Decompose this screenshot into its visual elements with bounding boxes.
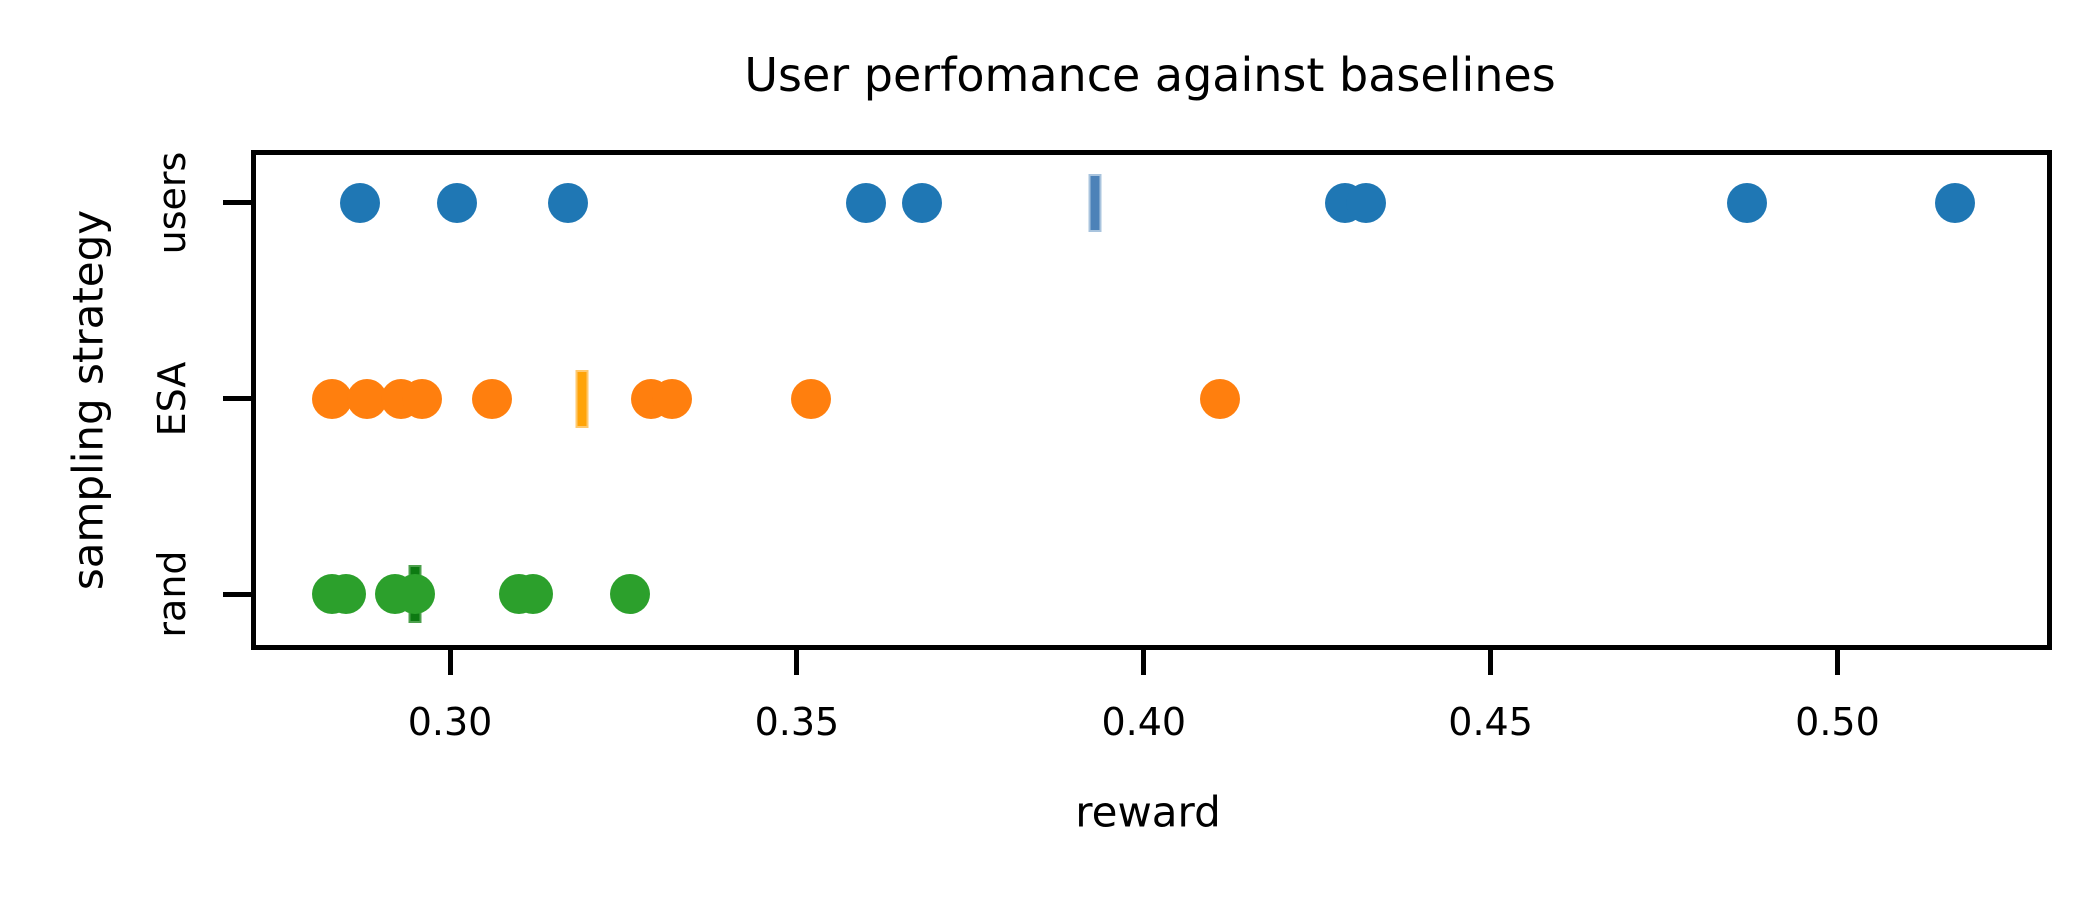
- data-point-ESA: [402, 378, 443, 419]
- y-tick-mark: [223, 200, 253, 206]
- x-tick-mark: [1834, 645, 1840, 675]
- data-point-users: [1935, 182, 1976, 223]
- y-axis-label: sampling strategy: [63, 209, 113, 591]
- data-point-rand: [325, 574, 366, 615]
- y-tick-mark: [223, 591, 253, 597]
- data-point-ESA: [346, 378, 387, 419]
- chart-title: User perfomance against baselines: [744, 48, 1556, 102]
- x-tick-label: 0.50: [1795, 700, 1880, 744]
- x-tick-label: 0.35: [754, 700, 840, 744]
- x-tick-mark: [794, 645, 800, 675]
- data-point-users: [547, 182, 588, 223]
- data-point-rand: [395, 574, 436, 615]
- x-tick-mark: [1141, 645, 1147, 675]
- y-tick-label-users: users: [150, 151, 194, 255]
- x-tick-mark: [1488, 645, 1494, 675]
- data-point-ESA: [790, 378, 831, 419]
- data-point-users: [846, 182, 887, 223]
- x-tick-mark: [447, 645, 453, 675]
- data-point-users: [339, 182, 380, 223]
- data-point-users: [1727, 182, 1768, 223]
- mean-marker-users: [1088, 173, 1102, 232]
- x-tick-label: 0.45: [1448, 700, 1533, 744]
- data-point-rand: [513, 574, 554, 615]
- y-tick-mark: [223, 396, 253, 401]
- data-point-ESA: [652, 378, 693, 419]
- data-point-users: [1345, 182, 1386, 223]
- x-tick-label: 0.30: [407, 700, 493, 744]
- data-point-ESA: [1200, 378, 1241, 419]
- plot-area: [251, 150, 2052, 650]
- y-tick-label-rand: rand: [150, 550, 194, 638]
- y-tick-label-ESA: ESA: [150, 361, 194, 436]
- data-point-ESA: [312, 378, 353, 419]
- data-point-users: [901, 182, 942, 223]
- data-point-rand: [610, 574, 651, 615]
- mean-marker-ESA: [575, 369, 589, 428]
- data-point-users: [436, 182, 477, 223]
- x-tick-label: 0.40: [1101, 700, 1187, 744]
- x-axis-label: reward: [1075, 787, 1221, 837]
- data-point-ESA: [471, 378, 512, 419]
